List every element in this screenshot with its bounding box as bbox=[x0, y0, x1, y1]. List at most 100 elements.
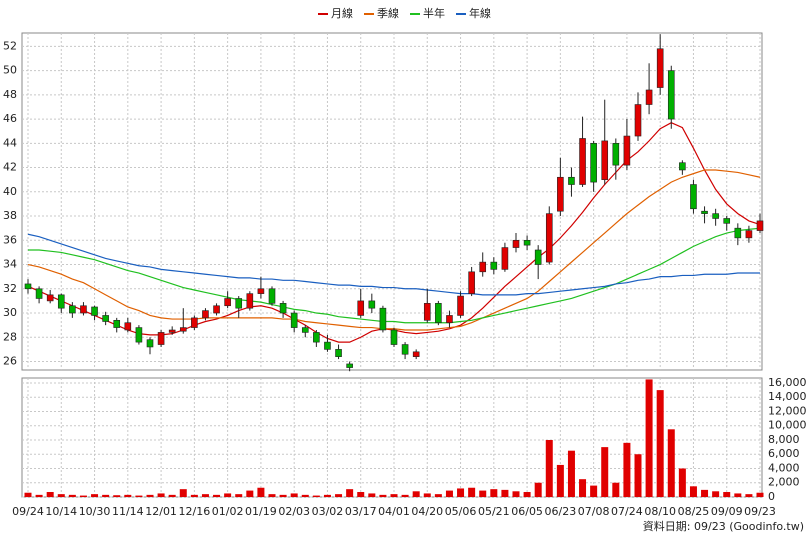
candle-body bbox=[113, 319, 121, 328]
ma-line bbox=[28, 227, 761, 324]
candle-body bbox=[412, 351, 420, 357]
candle-body bbox=[446, 315, 453, 324]
candle-body bbox=[202, 310, 209, 319]
y-tick-label: 52 bbox=[3, 39, 17, 52]
candle-body bbox=[601, 140, 609, 180]
volume-bar bbox=[368, 493, 376, 497]
x-tick-label: 09/09 bbox=[711, 505, 743, 518]
volume-tick-label: 4,000 bbox=[768, 461, 800, 474]
candle-body bbox=[146, 339, 154, 348]
volume-bar bbox=[556, 464, 564, 497]
volume-bar bbox=[379, 494, 387, 497]
volume-bar bbox=[701, 489, 709, 497]
volume-bar bbox=[656, 390, 664, 497]
volume-bar bbox=[678, 468, 686, 497]
candle-body bbox=[745, 230, 753, 239]
volume-bar bbox=[323, 494, 331, 497]
volume-bar bbox=[412, 491, 420, 497]
volume-bar bbox=[257, 487, 265, 497]
x-tick-label: 08/10 bbox=[644, 505, 676, 518]
volume-bar bbox=[756, 492, 764, 497]
x-tick-label: 08/25 bbox=[678, 505, 710, 518]
y-tick-label: 34 bbox=[3, 258, 17, 271]
volume-bar bbox=[567, 450, 575, 497]
candle-body bbox=[168, 329, 176, 333]
candle-body bbox=[235, 298, 243, 309]
candle-body bbox=[390, 329, 398, 345]
volume-bar bbox=[667, 429, 675, 497]
candle-body bbox=[335, 349, 342, 357]
y-tick-label: 48 bbox=[3, 88, 17, 101]
candle-body bbox=[346, 363, 353, 368]
x-tick-label: 09/24 bbox=[12, 505, 44, 518]
volume-tick-label: 16,000 bbox=[768, 376, 807, 389]
candle-body bbox=[590, 143, 597, 183]
volume-tick-label: 6,000 bbox=[768, 447, 800, 460]
volume-bar bbox=[623, 442, 631, 497]
candle-body bbox=[679, 162, 686, 171]
x-tick-label: 05/21 bbox=[478, 505, 510, 518]
candle-body bbox=[246, 293, 254, 309]
candle-body bbox=[401, 344, 409, 355]
y-tick-label: 28 bbox=[3, 330, 17, 343]
volume-bar bbox=[723, 492, 731, 497]
y-tick-label: 38 bbox=[3, 209, 17, 222]
candle-body bbox=[124, 322, 132, 331]
x-tick-label: 06/05 bbox=[511, 505, 543, 518]
volume-bar bbox=[390, 494, 398, 497]
volume-bar bbox=[235, 494, 243, 497]
legend-label: 季線 bbox=[377, 6, 399, 20]
y-tick-label: 44 bbox=[3, 136, 17, 149]
candle-body bbox=[80, 305, 87, 314]
candle-body bbox=[490, 261, 498, 270]
volume-bar bbox=[246, 490, 254, 497]
volume-bar bbox=[279, 494, 287, 497]
volume-bar bbox=[79, 495, 87, 497]
volume-bar bbox=[601, 447, 609, 497]
candle-body bbox=[213, 305, 220, 314]
candle-body bbox=[468, 271, 475, 294]
y-tick-label: 42 bbox=[3, 161, 17, 174]
candle-body bbox=[612, 143, 620, 166]
volume-bar bbox=[401, 494, 409, 497]
volume-bar bbox=[346, 489, 354, 497]
volume-bar bbox=[612, 482, 620, 497]
volume-bar bbox=[113, 495, 121, 497]
x-tick-label: 10/14 bbox=[45, 505, 77, 518]
candle-body bbox=[24, 283, 32, 290]
volume-bar bbox=[490, 489, 498, 497]
volume-bar bbox=[457, 488, 465, 497]
candle-body bbox=[634, 104, 642, 137]
y-tick-label: 30 bbox=[3, 306, 17, 319]
candle-body bbox=[102, 315, 109, 322]
candle-body bbox=[379, 307, 387, 331]
price-panel bbox=[21, 32, 763, 371]
volume-bar bbox=[335, 494, 343, 497]
volume-bar bbox=[268, 494, 276, 497]
volume-bar bbox=[213, 494, 221, 497]
candle-body bbox=[523, 239, 531, 246]
candle-body bbox=[512, 239, 520, 248]
x-tick-label: 02/03 bbox=[278, 505, 310, 518]
y-tick-label: 32 bbox=[3, 282, 17, 295]
volume-bar bbox=[423, 493, 431, 497]
volume-bar bbox=[512, 491, 520, 497]
x-tick-label: 12/01 bbox=[145, 505, 177, 518]
volume-bar bbox=[523, 492, 531, 497]
y-tick-label: 36 bbox=[3, 233, 17, 246]
volume-bar bbox=[201, 494, 209, 497]
volume-tick-label: 14,000 bbox=[768, 390, 807, 403]
volume-bar bbox=[301, 494, 309, 497]
volume-bar bbox=[190, 494, 198, 497]
x-tick-label: 07/24 bbox=[611, 505, 643, 518]
volume-bar bbox=[46, 492, 54, 497]
x-tick-label: 07/08 bbox=[578, 505, 610, 518]
candle-body bbox=[423, 303, 431, 321]
x-tick-label: 03/02 bbox=[312, 505, 344, 518]
candle-body bbox=[91, 306, 98, 316]
candle-body bbox=[290, 312, 298, 328]
x-tick-label: 04/01 bbox=[378, 505, 410, 518]
volume-bar bbox=[135, 495, 143, 497]
candle-body bbox=[734, 227, 742, 239]
candle-body bbox=[435, 303, 442, 324]
